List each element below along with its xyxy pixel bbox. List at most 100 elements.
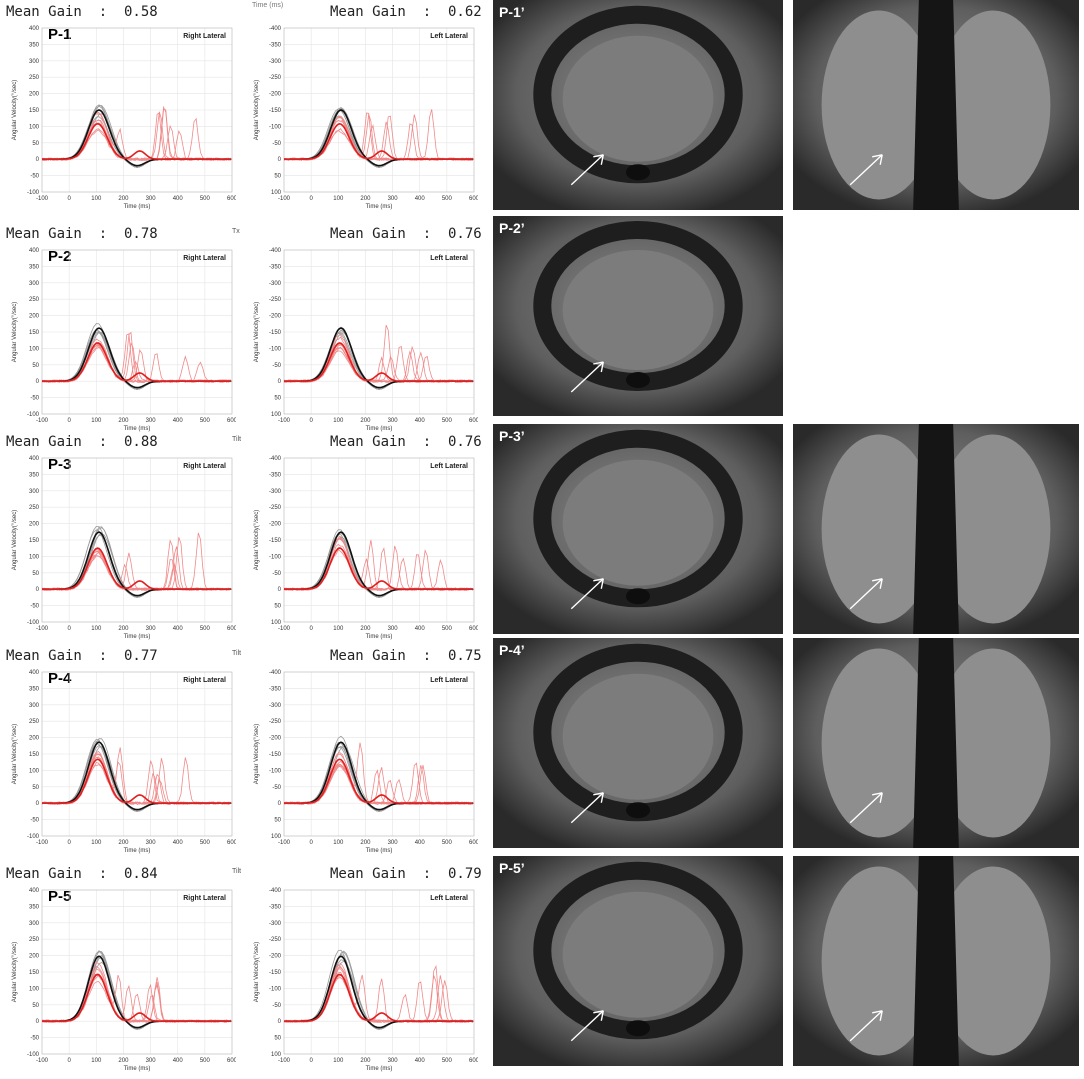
eye-trace [41,757,232,805]
x-tick-label: 200 [118,1058,129,1064]
y-tick-label: -400 [269,670,282,676]
x-tick-label: 400 [415,840,426,846]
x-tick-label: 100 [91,1058,102,1064]
y-tick-label: 0 [36,1019,40,1025]
midline-ventricle [913,638,959,848]
y-tick-label: -300 [269,703,282,709]
head-trace [42,950,232,1030]
y-tick-label: 200 [29,954,40,960]
x-tick-label: 600 [227,418,236,424]
pointer-arrow [570,578,604,610]
x-tick-label: 0 [309,418,313,424]
plot-frame [41,27,233,193]
x-tick-label: 300 [388,1058,399,1064]
pointer-arrow [849,154,883,186]
y-tick-label: 100 [271,412,282,418]
x-tick-label: 500 [200,1058,211,1064]
midline-ventricle [913,0,959,210]
y-tick-label: 150 [29,330,40,336]
eye-trace [283,114,474,161]
brainstem [562,35,714,162]
head-trace [42,957,232,1030]
x-axis-label: Time (ms) [366,204,393,210]
chart-svg: -400-350-300-250-200-150-100-50050100-10… [254,888,478,1072]
right-mean-gain: Mean Gain : 0.84 [6,866,158,882]
y-tick-label: 100 [29,768,40,774]
mri-image [493,638,783,848]
mri-axial-5: P-5’ [493,856,783,1066]
x-tick-label: 400 [415,1058,426,1064]
corner-mark: Tilt [232,650,242,657]
x-tick-label: -100 [36,840,49,846]
chart-svg: -400-350-300-250-200-150-100-50050100-10… [254,26,478,210]
y-tick-label: 400 [29,26,40,32]
y-tick-label: 100 [271,620,282,626]
mean-eye-trace [284,758,473,804]
x-axis-label: Time (ms) [366,426,393,432]
x-tick-label: 600 [227,626,236,632]
y-tick-label: -400 [269,248,282,254]
left-mean-gain: Mean Gain : 0.79 [330,866,482,882]
y-tick-label: 150 [29,752,40,758]
eye-trace [283,345,474,383]
y-axis-label: Angular Velocity(°/sec) [254,80,260,140]
y-tick-label: -50 [30,1036,39,1042]
chart-title: Left Lateral [430,895,468,902]
y-tick-label: 50 [32,571,39,577]
top-stray-label: Time (ms) [252,2,284,9]
head-trace [42,738,232,812]
y-tick-label: 250 [29,937,40,943]
y-tick-label: -50 [30,604,39,610]
x-tick-label: -100 [278,196,291,202]
eye-trace [283,543,473,592]
y-tick-label: -200 [269,736,282,742]
y-tick-label: 250 [29,75,40,81]
y-tick-label: -100 [27,834,40,840]
x-tick-label: 100 [333,840,344,846]
pointer-arrow [849,792,883,824]
y-tick-label: 50 [32,785,39,791]
y-tick-label: -100 [269,346,282,352]
x-tick-label: 200 [360,840,371,846]
left-mean-gain: Mean Gain : 0.76 [330,434,482,450]
eye-trace [283,115,474,161]
y-tick-label: 300 [29,703,40,709]
mean-eye-trace [284,973,473,1022]
brainstem [562,673,714,800]
x-axis-label: Time (ms) [366,634,393,640]
pointer-arrow [849,1010,883,1042]
x-tick-label: 0 [67,196,71,202]
y-tick-label: 0 [278,379,282,385]
head-trace [42,950,232,1030]
pointer-arrow [570,792,604,824]
y-tick-label: 350 [29,264,40,270]
left-hemisphere [821,10,936,200]
x-tick-label: 500 [442,418,453,424]
x-tick-label: 200 [118,196,129,202]
y-tick-label: -250 [269,937,282,943]
y-tick-label: -100 [27,190,40,196]
y-tick-label: -150 [269,752,282,758]
y-tick-label: -100 [269,768,282,774]
eye-trace [41,757,231,805]
mri-panel-label: P-1’ [499,4,525,20]
pointer-arrow [570,361,604,393]
chart-title: Right Lateral [183,677,226,684]
y-tick-label: -300 [269,59,282,65]
y-tick-label: 200 [29,522,40,528]
y-tick-label: 50 [274,604,281,610]
y-tick-label: -100 [27,412,40,418]
x-tick-label: 100 [333,418,344,424]
mri-axial-2: P-2’ [493,216,783,416]
y-tick-label: 0 [36,157,40,163]
eye-trace [41,974,232,1023]
x-tick-label: 100 [91,626,102,632]
y-tick-label: 100 [29,124,40,130]
y-tick-label: -350 [269,264,282,270]
plot-frame [41,671,233,837]
fourth-ventricle [626,164,650,181]
plot-frame [283,671,475,837]
x-axis-label: Time (ms) [366,1066,393,1072]
chart-title: Right Lateral [183,463,226,470]
x-tick-label: -100 [278,418,291,424]
